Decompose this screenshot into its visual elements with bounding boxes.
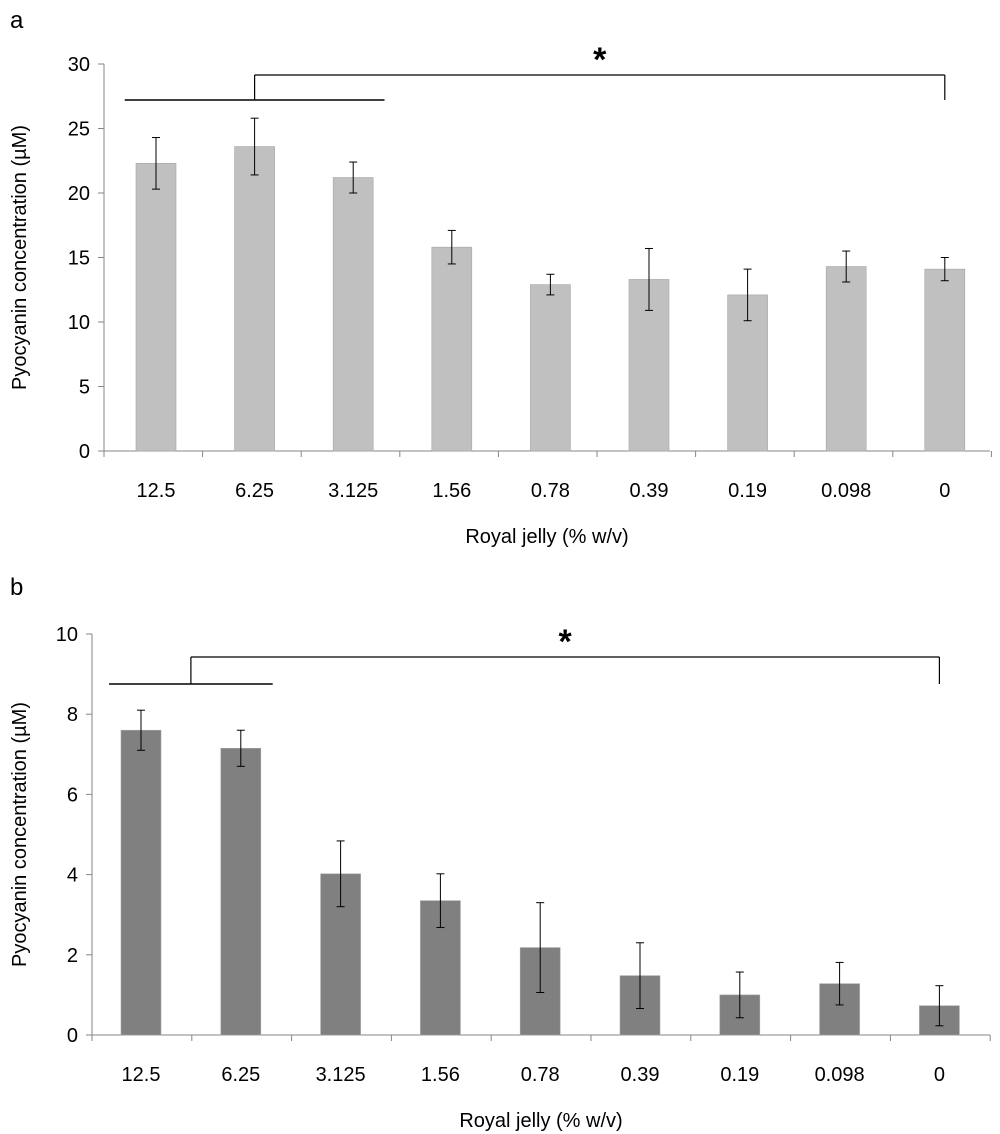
x-tick-label: 0.19 (728, 480, 767, 502)
y-tick-label: 0 (79, 441, 90, 463)
significance-star: * (593, 41, 607, 79)
y-tick-label: 10 (68, 312, 90, 334)
x-tick-label: 1.56 (421, 1064, 460, 1086)
x-tick-label: 6.25 (221, 1064, 260, 1086)
bar (120, 729, 162, 1036)
x-tick-label: 12.5 (122, 1064, 161, 1086)
y-tick-label: 20 (68, 183, 90, 205)
x-axis-title: Royal jelly (% w/v) (465, 526, 628, 548)
y-tick-label: 30 (68, 54, 90, 76)
y-axis-title: Pyocyanin concentration (µM) (9, 125, 31, 390)
panel-label: a (10, 7, 24, 34)
bar (234, 146, 275, 452)
y-tick-label: 8 (67, 704, 78, 726)
x-tick-label: 0.19 (720, 1064, 759, 1086)
x-tick-label: 0 (934, 1064, 945, 1086)
bar (431, 246, 473, 452)
chart-panel-b: b 0 2 4 6 8 10 12.5 6.25 3.125 1.56 0.78 0.39 0.19 0.0… (0, 567, 1000, 1134)
bar (220, 747, 262, 1036)
y-tick-label: 0 (67, 1025, 78, 1047)
x-tick-label: 3.125 (316, 1064, 366, 1086)
x-tick-label: 0.098 (815, 1064, 865, 1086)
bar (825, 266, 867, 452)
significance-star: * (559, 623, 573, 661)
panel-label: b (10, 574, 23, 601)
x-tick-label: 6.25 (235, 480, 274, 502)
x-tick-label: 3.125 (328, 480, 378, 502)
bar (924, 268, 966, 452)
bar (135, 163, 177, 452)
y-axis-title: Pyocyanin concentration (µM) (9, 702, 31, 967)
y-tick-label: 4 (67, 865, 78, 887)
y-tick-label: 10 (56, 624, 78, 646)
bar (530, 284, 571, 452)
y-tick-label: 6 (67, 784, 78, 806)
bar-chart-b: b 0 2 4 6 8 10 12.5 6.25 3.125 1.56 0.78 0.39 0.19 0.0… (9, 574, 991, 1132)
y-tick-label: 2 (67, 945, 78, 967)
y-tick-label: 15 (68, 248, 90, 270)
y-tick-label: 5 (79, 377, 90, 399)
x-tick-label: 0.39 (621, 1064, 660, 1086)
x-tick-label: 0.78 (531, 480, 570, 502)
x-tick-label: 0.78 (521, 1064, 560, 1086)
x-tick-label: 0.39 (630, 480, 669, 502)
x-tick-label: 0 (939, 480, 950, 502)
chart-panel-a: a 0 5 10 15 20 25 30 12.5 6.25 3.125 1.56 0.78 0.39 0.… (9, 7, 992, 548)
x-axis-title: Royal jelly (% w/v) (459, 1110, 622, 1132)
bar (332, 177, 374, 452)
bar-chart-a: a 0 5 10 15 20 25 30 12.5 6.25 3.125 1.56 0.78 0.39 0.… (9, 7, 992, 548)
y-tick-label: 25 (68, 119, 90, 141)
x-tick-label: 1.56 (432, 480, 471, 502)
x-tick-label: 12.5 (137, 480, 176, 502)
x-tick-label: 0.098 (821, 480, 871, 502)
